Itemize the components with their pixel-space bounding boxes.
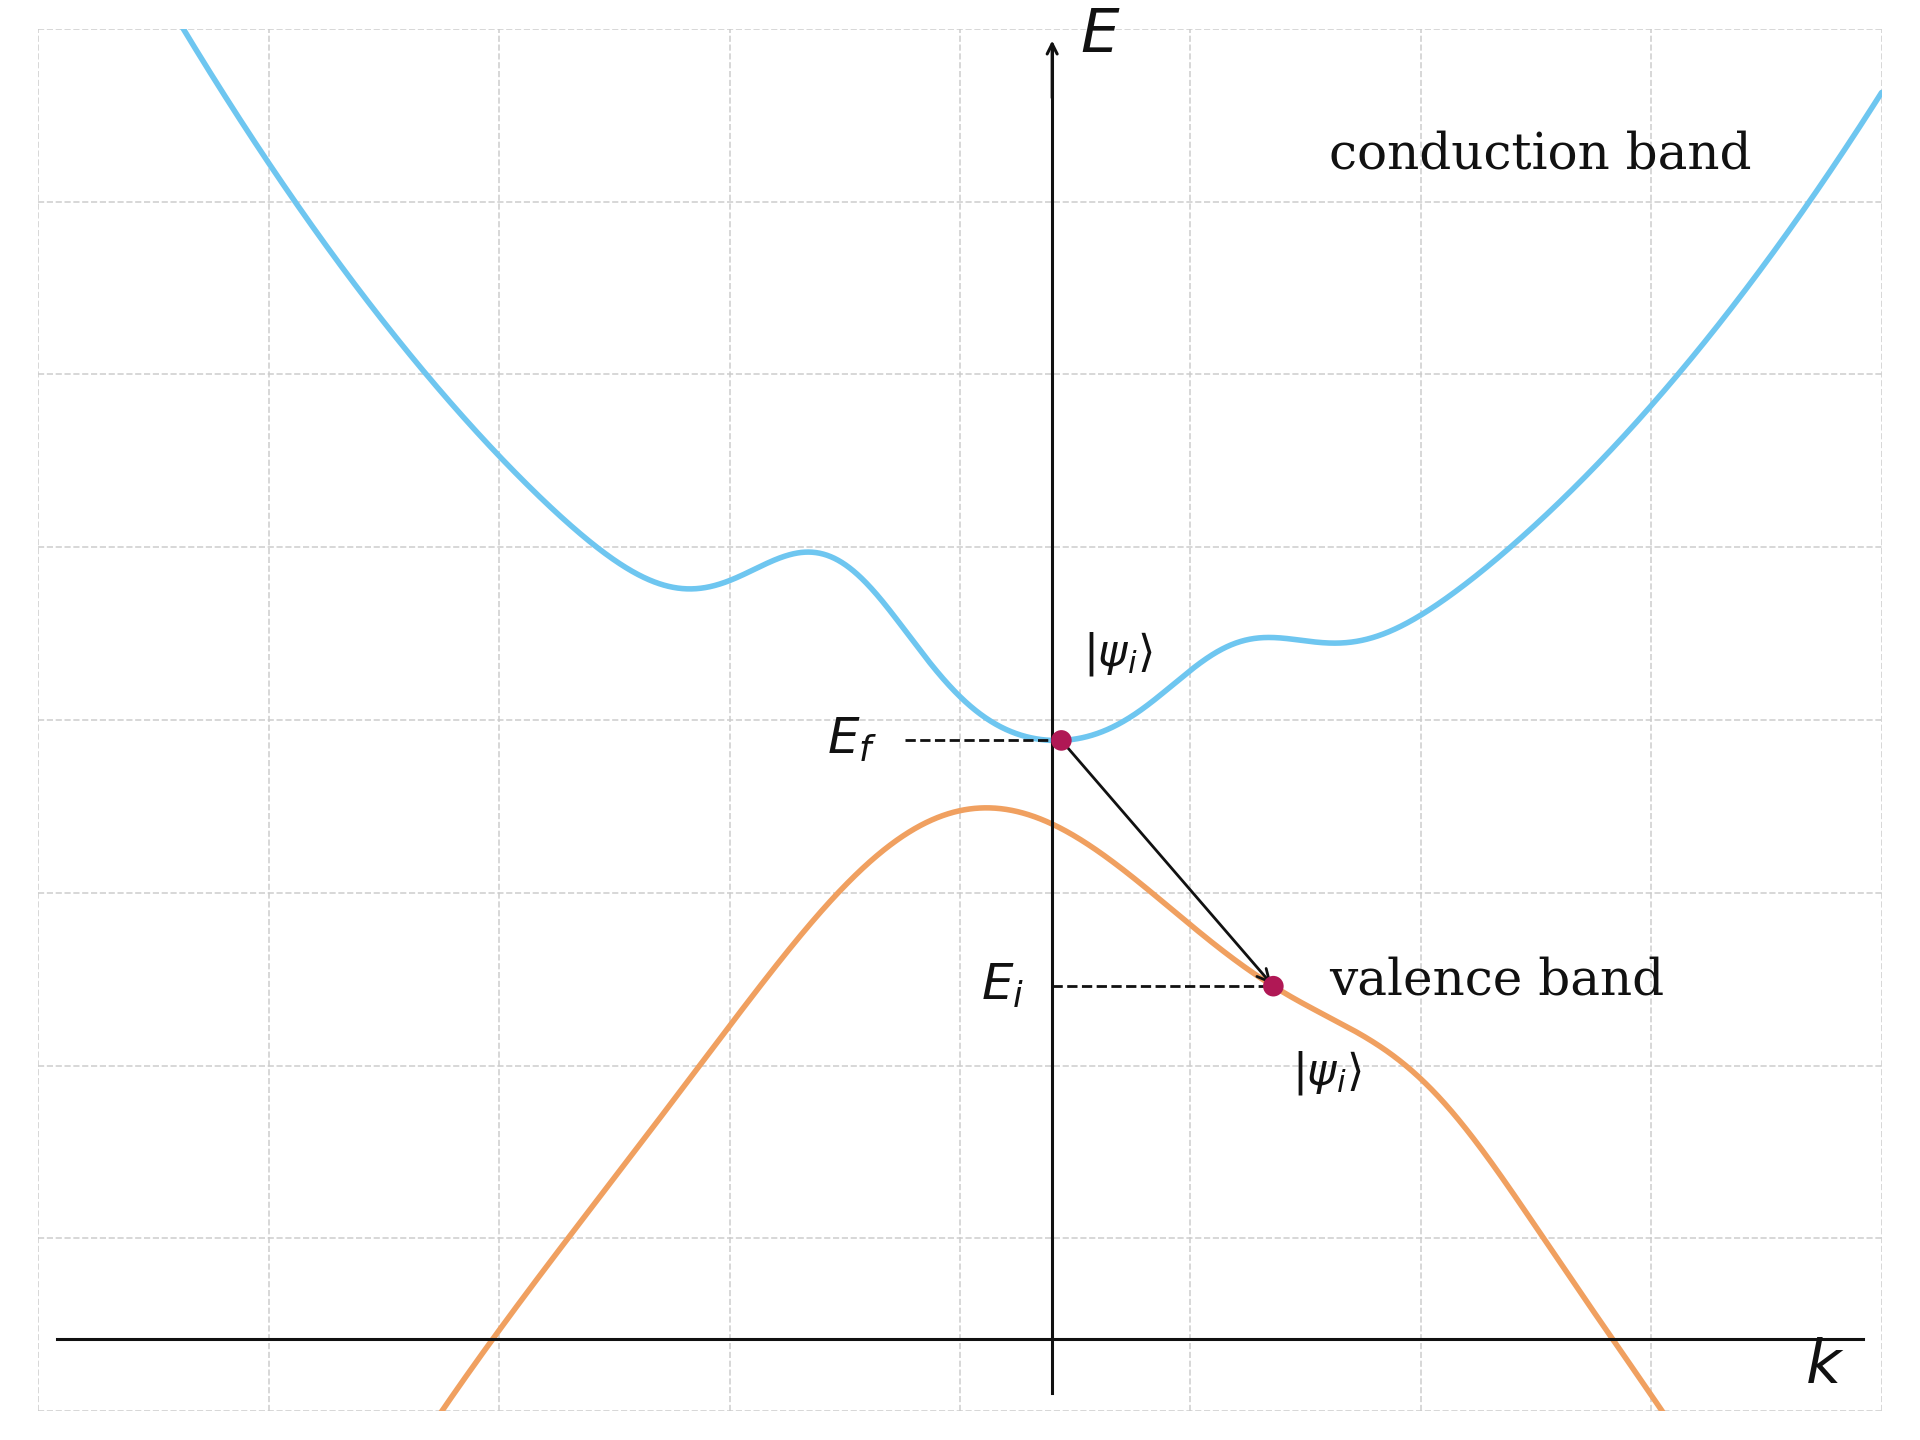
Text: $E$: $E$ bbox=[1079, 4, 1119, 65]
Point bbox=[1046, 729, 1077, 752]
Text: valence band: valence band bbox=[1329, 956, 1665, 1005]
Text: $|\psi_i\rangle$: $|\psi_i\rangle$ bbox=[1292, 1048, 1361, 1097]
Text: $E_i$: $E_i$ bbox=[981, 962, 1025, 1011]
Text: conduction band: conduction band bbox=[1329, 130, 1751, 179]
Text: $E_f$: $E_f$ bbox=[828, 716, 877, 765]
Text: $|\psi_i\rangle$: $|\psi_i\rangle$ bbox=[1083, 629, 1154, 678]
Point bbox=[1258, 975, 1288, 998]
Text: $k$: $k$ bbox=[1805, 1336, 1845, 1397]
